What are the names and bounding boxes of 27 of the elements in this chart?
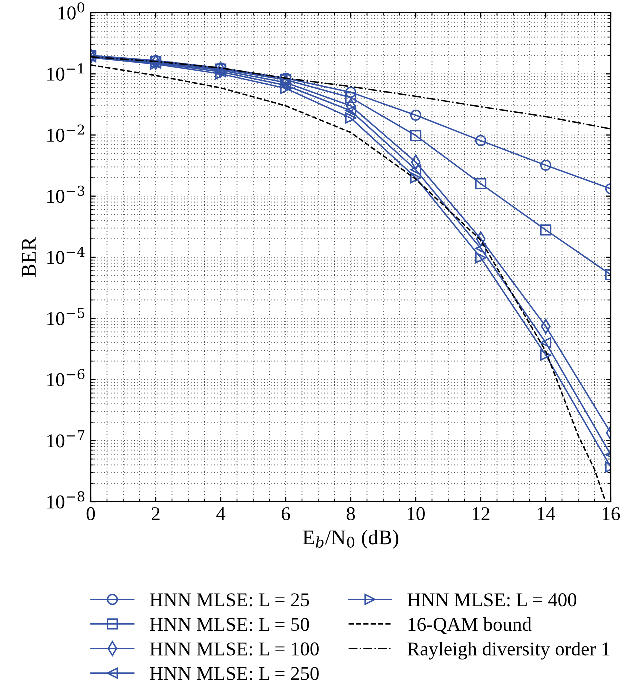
legend-label: HNN MLSE: L = 100 [150, 642, 319, 656]
y-tick-label: 10$^{−5}$ [48, 308, 85, 326]
x-tick-label: 4 [216, 508, 226, 520]
x-tick-label: 12 [472, 507, 490, 520]
x-tick-label: 2 [152, 507, 160, 520]
x-tick-label: 14 [538, 508, 556, 520]
legend-label: HNN MLSE: L = 50 [150, 618, 310, 632]
y-tick-label: 10$^{−1}$ [48, 64, 84, 81]
y-tick-label: 10$^{−2}$ [48, 124, 84, 142]
y-tick-label: 10$^{−4}$ [48, 246, 85, 264]
y-tick-label: 10$^{−8}$ [48, 491, 85, 509]
y-tick-label: 10$^{−6}$ [48, 369, 85, 387]
y-axis-title: BER [22, 237, 36, 278]
x-tick-label: 10 [408, 507, 425, 521]
x-tick-label: 16 [602, 507, 620, 521]
x-tick-label: 0 [86, 507, 96, 521]
x-tick-label: 6 [282, 507, 290, 521]
y-tick-label: 10$^{−7}$ [48, 430, 85, 448]
legend-label: 16-QAM bound [408, 618, 532, 634]
legend-label: Rayleigh diversity order 1 [408, 642, 610, 660]
x-tick-label: 8 [346, 507, 356, 521]
legend-label: HNN MLSE: L = 250 [150, 667, 319, 680]
y-tick-label: 10$^{−3}$ [48, 186, 85, 204]
y-tick-label: 10$^{0}$ [58, 2, 85, 20]
legend-label: HNN MLSE: L = 400 [408, 594, 577, 607]
legend-label: HNN MLSE: L = 25 [150, 594, 310, 607]
x-axis-title: E$_{b}$/N$_{0}$ (dB) [303, 530, 399, 549]
